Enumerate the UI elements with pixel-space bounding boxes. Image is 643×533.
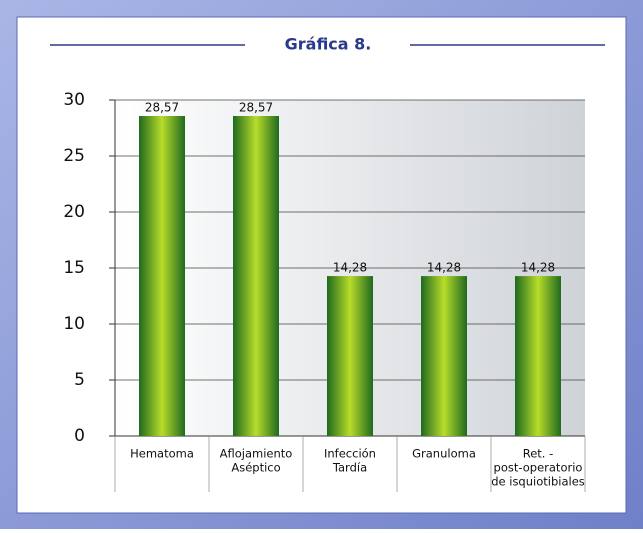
x-tick-label: Aflojamiento bbox=[220, 447, 293, 461]
bar bbox=[421, 276, 467, 436]
x-tick-label: Tardía bbox=[332, 461, 367, 475]
y-tick-label: 20 bbox=[63, 202, 85, 222]
value-label: 28,57 bbox=[145, 101, 179, 115]
x-tick-label: de isquiotibiales bbox=[491, 475, 585, 489]
x-tick-label: Aséptico bbox=[231, 461, 280, 475]
bar bbox=[139, 116, 185, 437]
y-tick-label: 25 bbox=[63, 146, 85, 166]
y-tick-label: 5 bbox=[74, 370, 85, 390]
value-label: 28,57 bbox=[239, 101, 273, 115]
y-tick-label: 10 bbox=[63, 314, 85, 334]
bar bbox=[327, 276, 373, 436]
x-tick-label: post-operatorio bbox=[494, 461, 583, 475]
x-tick-label: Hematoma bbox=[130, 447, 194, 461]
y-tick-label: 30 bbox=[63, 90, 85, 110]
value-label: 14,28 bbox=[427, 261, 461, 275]
y-tick-label: 15 bbox=[63, 258, 85, 278]
bar bbox=[515, 276, 561, 436]
value-label: 14,28 bbox=[521, 261, 555, 275]
value-label: 14,28 bbox=[333, 261, 367, 275]
x-tick-label: Granuloma bbox=[412, 447, 476, 461]
bar bbox=[233, 116, 279, 437]
x-tick-label: Infección bbox=[324, 447, 376, 461]
chart-title: Gráfica 8. bbox=[285, 35, 372, 54]
x-tick-label: Ret. - bbox=[523, 447, 554, 461]
y-tick-label: 0 bbox=[74, 426, 85, 446]
